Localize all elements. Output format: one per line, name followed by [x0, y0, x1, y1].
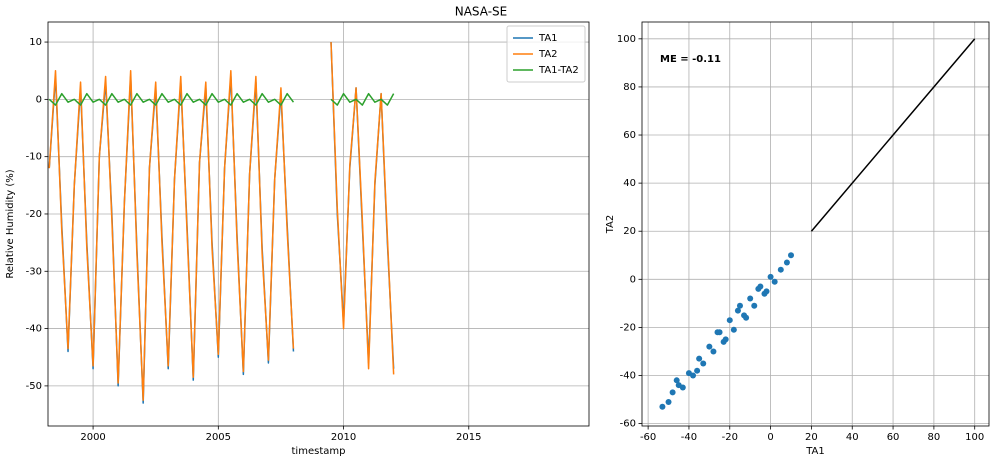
x-tick-label: 20: [805, 432, 818, 443]
y-tick-label: -50: [26, 381, 42, 392]
y-tick-label: -40: [620, 371, 636, 382]
y-axis-label: Relative Humidity (%): [5, 169, 16, 278]
x-tick-label: 40: [846, 432, 859, 443]
scatter-point: [755, 285, 762, 292]
scatter-point: [763, 288, 770, 295]
axes-frame: [641, 21, 990, 427]
scatter-point: [690, 372, 697, 379]
scatter-point: [751, 302, 758, 309]
x-axis-label: TA1: [805, 446, 825, 457]
x-tick-label: 0: [767, 432, 773, 443]
legend-box: [506, 25, 586, 83]
scatter-point: [722, 336, 729, 343]
x-tick-label: -20: [722, 432, 738, 443]
x-axis-label: timestamp: [292, 446, 346, 457]
y-tick-label: 10: [29, 37, 42, 48]
scatter-point: [736, 302, 743, 309]
x-tick-label: 2000: [80, 432, 105, 443]
axes-frame: [47, 21, 590, 427]
scatter-point: [665, 398, 672, 405]
y-tick-label: 0: [630, 274, 636, 285]
scatter-point: [767, 273, 774, 280]
scatter-point: [788, 252, 795, 259]
y-tick-label: -20: [620, 322, 636, 333]
scatter-point: [696, 355, 703, 362]
x-tick-label: 2005: [206, 432, 231, 443]
y-tick-label: 80: [623, 82, 636, 93]
scatter-point: [700, 360, 707, 367]
figure-title: NASA-SE: [455, 5, 508, 19]
series-line: [48, 42, 395, 401]
y-axis-label: TA2: [605, 215, 616, 235]
x-tick-label: 2015: [456, 432, 481, 443]
scatter-point: [747, 295, 754, 302]
x-tick-label: 60: [887, 432, 900, 443]
y-tick-label: -40: [26, 324, 42, 335]
series-line: [48, 92, 395, 106]
y-tick-label: 100: [617, 34, 636, 45]
y-tick-label: 20: [623, 226, 636, 237]
scatter-point: [679, 384, 686, 391]
scatter-point: [659, 403, 666, 410]
y-tick-label: -20: [26, 209, 42, 220]
y-tick-label: -10: [26, 152, 42, 163]
y-tick-label: -60: [620, 419, 636, 430]
x-tick-label: 100: [965, 432, 984, 443]
reference-line: [810, 38, 976, 232]
annotation: ME = -0.11: [660, 54, 721, 65]
x-tick-label: 80: [928, 432, 941, 443]
legend-label: TA1: [538, 33, 558, 44]
scatter-point: [777, 266, 784, 273]
scatter-point: [726, 317, 733, 324]
x-tick-label: -60: [640, 432, 656, 443]
scatter-point: [706, 343, 713, 350]
scatter-point: [714, 329, 721, 336]
scatter-point: [694, 367, 701, 374]
y-tick-label: 0: [36, 94, 42, 105]
scatter-point: [783, 259, 790, 266]
legend-label: TA2: [538, 49, 558, 60]
x-tick-label: 2010: [331, 432, 356, 443]
scatter-point: [669, 389, 676, 396]
scatter-point: [743, 314, 750, 321]
scatter-point: [771, 278, 778, 285]
x-tick-label: -40: [681, 432, 697, 443]
scatter-point: [710, 348, 717, 355]
legend-label: TA1-TA2: [538, 65, 579, 76]
y-tick-label: -30: [26, 266, 42, 277]
scatter-point: [734, 307, 741, 314]
scatter-point: [673, 377, 680, 384]
scatter-point: [730, 326, 737, 333]
y-tick-label: 40: [623, 178, 636, 189]
y-tick-label: 60: [623, 130, 636, 141]
